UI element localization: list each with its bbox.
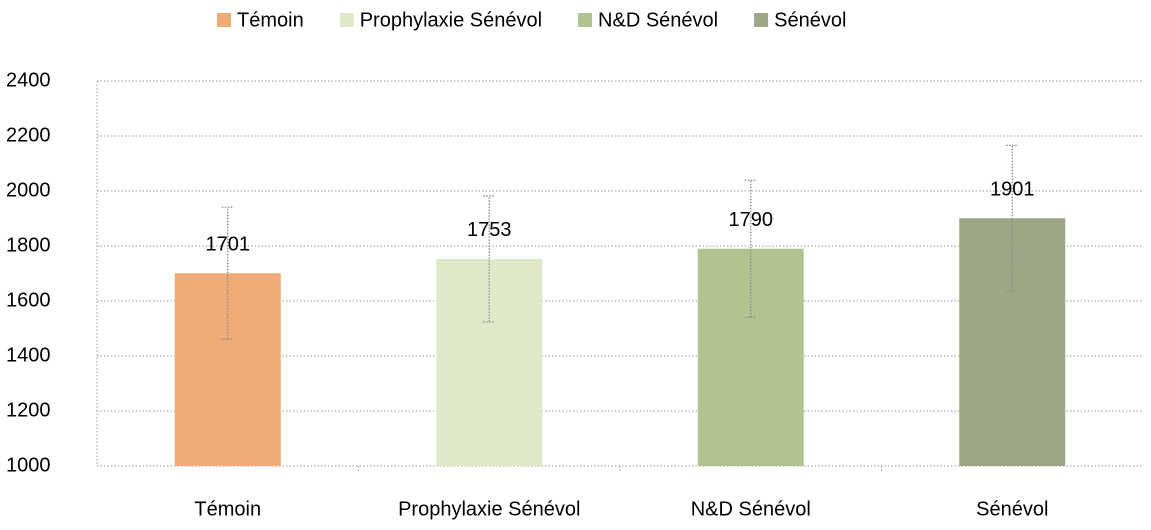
bar: [697, 248, 804, 466]
legend-label: Sénévol: [774, 9, 846, 31]
legend-swatch: [339, 13, 354, 27]
y-tick-label: 1400: [6, 344, 51, 366]
data-label: 1790: [729, 209, 774, 231]
y-tick-label: 2400: [6, 69, 51, 91]
x-tick-label: Prophylaxie Sénévol: [398, 498, 580, 520]
y-tick-label: 1800: [6, 234, 51, 256]
x-tick-label: Sénévol: [976, 498, 1048, 520]
y-tick-label: 2000: [6, 179, 51, 201]
data-label: 1701: [206, 234, 251, 256]
data-label: 1753: [467, 219, 512, 241]
x-tick-label: Témoin: [194, 498, 261, 520]
legend-swatch: [754, 13, 769, 27]
legend-swatch: [217, 13, 231, 27]
bar: [436, 258, 543, 466]
bar: [959, 218, 1066, 466]
legend-swatch: [578, 13, 593, 27]
data-label: 1901: [990, 179, 1035, 201]
x-tick-label: N&D Sénévol: [691, 498, 811, 520]
legend-label: N&D Sénévol: [598, 9, 718, 31]
y-tick-label: 2200: [6, 124, 51, 146]
y-tick-label: 1000: [6, 454, 51, 476]
legend-label: Témoin: [237, 9, 304, 31]
legend-label: Prophylaxie Sénévol: [360, 9, 542, 31]
y-tick-label: 1600: [6, 289, 51, 311]
y-tick-label: 1200: [6, 399, 51, 421]
